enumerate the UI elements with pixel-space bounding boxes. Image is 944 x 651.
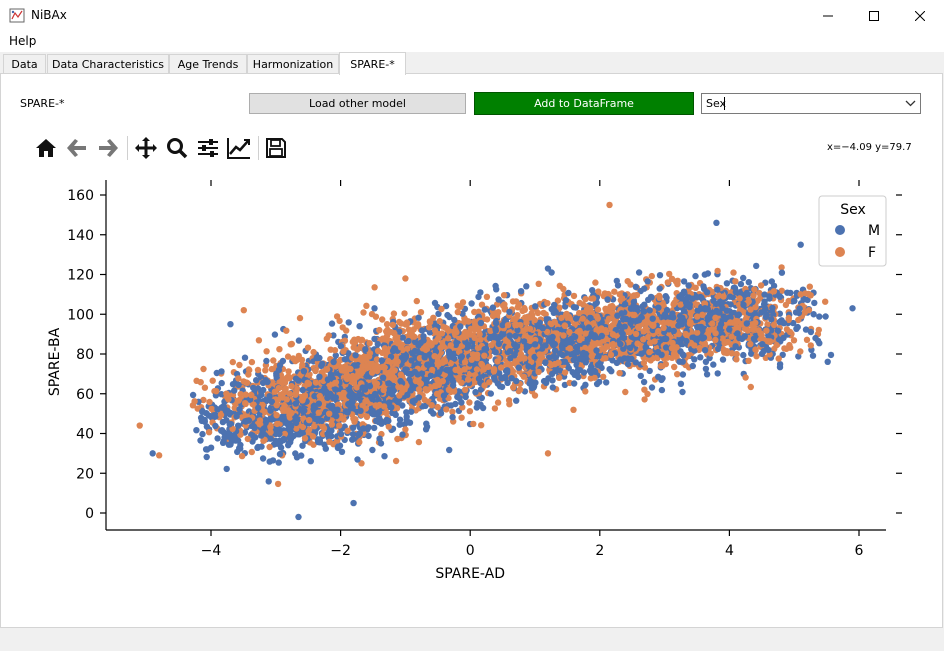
pan-button[interactable] [133, 135, 159, 161]
menu-help[interactable]: Help [9, 34, 37, 48]
back-arrow-icon [67, 139, 86, 157]
app-icon [9, 8, 25, 23]
tab-age-trends[interactable]: Age Trends [169, 54, 247, 73]
tab-harmonization[interactable]: Harmonization [247, 54, 339, 73]
maximize-icon [869, 10, 879, 21]
add-to-dataframe-button[interactable]: Add to DataFrame [474, 92, 694, 115]
maximize-button[interactable] [851, 0, 897, 31]
text-cursor [724, 97, 725, 110]
section-label: SPARE-* [20, 97, 65, 110]
load-model-button[interactable]: Load other model [249, 93, 466, 114]
minimize-button[interactable] [805, 0, 851, 31]
tab-data-characteristics[interactable]: Data Characteristics [47, 54, 169, 73]
zoom-icon [167, 138, 188, 159]
configure-subplots-icon [198, 139, 218, 157]
toolbar-separator-2 [258, 136, 259, 160]
chevron-down-icon [905, 100, 916, 107]
home-icon [36, 139, 56, 157]
edit-axis-button[interactable] [226, 135, 252, 161]
forward-button[interactable] [95, 135, 121, 161]
pan-icon [135, 137, 157, 159]
edit-axis-icon [227, 138, 250, 159]
coordinate-readout: x=−4.09 y=79.7 [827, 142, 912, 153]
toolbar-separator [127, 136, 128, 160]
back-button[interactable] [64, 135, 90, 161]
tab-data[interactable]: Data [3, 54, 46, 73]
tab-spare[interactable]: SPARE-* [339, 52, 406, 75]
save-icon [266, 138, 286, 158]
zoom-button[interactable] [164, 135, 190, 161]
save-figure-button[interactable] [263, 135, 289, 161]
minimize-icon [823, 15, 833, 16]
menu-bar: Help [0, 31, 944, 52]
home-button[interactable] [33, 135, 59, 161]
window-title: NiBAx [31, 8, 67, 22]
hue-select[interactable]: Sex [701, 93, 921, 114]
title-bar: NiBAx [0, 0, 944, 31]
tab-bar: Data Data Characteristics Age Trends Har… [0, 52, 944, 75]
close-icon [915, 10, 925, 21]
close-button[interactable] [897, 0, 943, 31]
forward-arrow-icon [99, 139, 118, 157]
configure-subplots-button[interactable] [195, 135, 221, 161]
